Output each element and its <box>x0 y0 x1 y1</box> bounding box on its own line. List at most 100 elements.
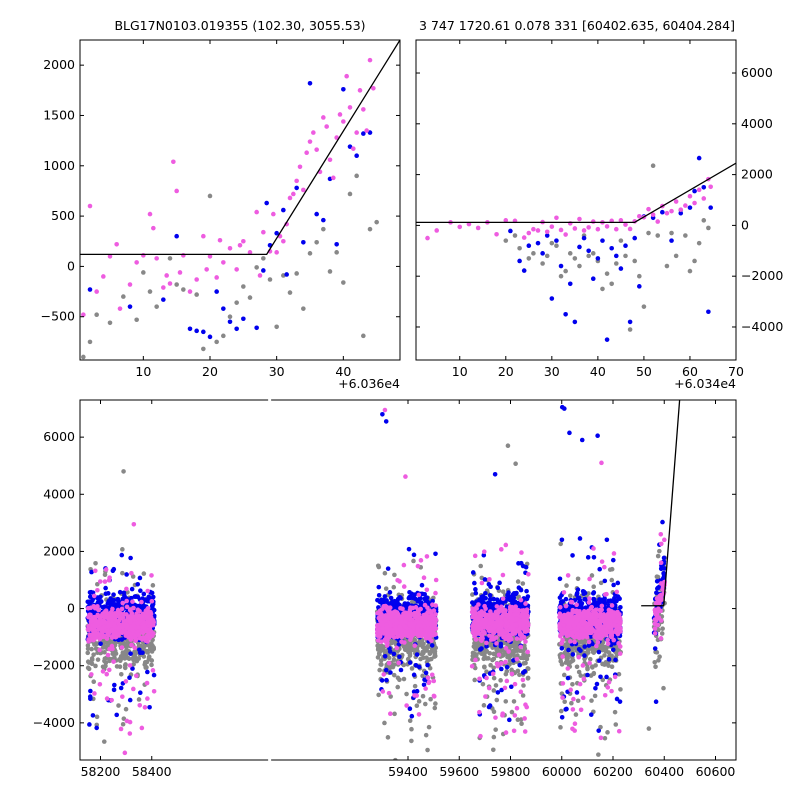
data-point <box>257 273 263 278</box>
data-point <box>347 144 353 149</box>
data-point <box>301 306 306 311</box>
data-point <box>129 570 134 576</box>
data-point <box>425 747 430 753</box>
chart-2-plot-area <box>416 155 736 342</box>
data-point <box>149 598 155 604</box>
data-point <box>491 665 496 671</box>
data-point <box>387 665 393 671</box>
data-point <box>141 571 147 576</box>
data-point <box>416 664 422 670</box>
data-point <box>429 643 435 648</box>
data-point <box>204 267 209 272</box>
data-point <box>137 647 142 653</box>
data-point <box>521 661 527 666</box>
data-point <box>585 666 590 672</box>
data-point <box>589 646 595 652</box>
data-point <box>567 251 573 256</box>
data-point <box>577 216 582 222</box>
data-point <box>217 237 223 243</box>
data-point <box>495 585 501 591</box>
x-tick-label: 10 <box>452 364 468 379</box>
data-point <box>499 647 504 653</box>
data-point <box>655 233 661 238</box>
x-tick-label: 30 <box>544 364 560 379</box>
data-point <box>376 692 381 698</box>
data-point <box>98 641 103 647</box>
data-point <box>428 696 433 702</box>
data-point <box>382 594 388 599</box>
data-point <box>361 333 366 339</box>
data-point <box>161 285 166 290</box>
x-tick-label: 20 <box>498 364 514 379</box>
y-tick-label: 1500 <box>43 107 75 122</box>
data-point <box>377 667 382 673</box>
data-point <box>470 592 475 597</box>
data-point <box>136 697 142 702</box>
data-point <box>654 590 659 596</box>
data-point <box>585 672 590 678</box>
data-point <box>588 712 594 717</box>
data-point <box>132 594 138 599</box>
data-point <box>119 606 125 612</box>
data-point <box>425 644 430 649</box>
data-point <box>491 709 497 715</box>
data-point <box>615 580 621 586</box>
data-point <box>103 567 109 572</box>
data-point <box>361 107 366 112</box>
data-point <box>407 641 413 646</box>
data-point <box>424 655 429 661</box>
data-point <box>575 698 581 704</box>
data-point <box>521 268 527 273</box>
data-point <box>94 289 99 294</box>
data-point <box>85 650 91 656</box>
data-point <box>687 193 693 199</box>
data-point <box>567 660 573 665</box>
data-point <box>480 681 486 687</box>
data-point <box>604 337 610 342</box>
data-point <box>425 235 430 241</box>
data-point <box>409 738 414 744</box>
data-point <box>407 718 413 724</box>
data-point <box>602 735 608 741</box>
x-tick-label: 30 <box>269 364 285 379</box>
data-point <box>147 211 153 217</box>
data-point <box>549 296 555 301</box>
data-point <box>105 652 111 658</box>
data-point <box>558 273 564 279</box>
data-point <box>351 146 356 151</box>
data-point <box>559 537 565 543</box>
data-point <box>392 662 397 667</box>
data-point <box>650 163 656 169</box>
chart-3: 58200 58400 59400 59600 59800 60000 60200 60400… <box>33 398 737 779</box>
data-point <box>549 224 555 229</box>
data-point <box>174 282 179 287</box>
data-point <box>94 714 100 720</box>
data-point <box>117 658 123 664</box>
data-point <box>314 211 319 217</box>
data-point <box>391 672 397 678</box>
data-point <box>331 175 336 181</box>
data-point <box>383 667 389 673</box>
data-point <box>503 218 509 223</box>
data-point <box>136 656 142 661</box>
data-point <box>127 304 133 309</box>
data-point <box>112 655 117 660</box>
data-point <box>590 251 596 256</box>
data-point <box>247 250 253 255</box>
data-point <box>374 219 379 225</box>
data-point <box>377 649 383 654</box>
data-point <box>234 267 239 272</box>
data-point <box>194 277 199 282</box>
data-point <box>696 187 702 193</box>
data-point <box>669 230 674 236</box>
data-point <box>473 645 478 651</box>
data-point <box>117 664 123 670</box>
data-point <box>147 704 152 710</box>
data-point <box>623 253 628 259</box>
data-point <box>498 678 503 683</box>
data-point <box>561 672 567 678</box>
data-point <box>482 650 487 656</box>
data-point <box>610 557 616 563</box>
data-point <box>578 673 584 678</box>
data-point <box>512 233 518 238</box>
